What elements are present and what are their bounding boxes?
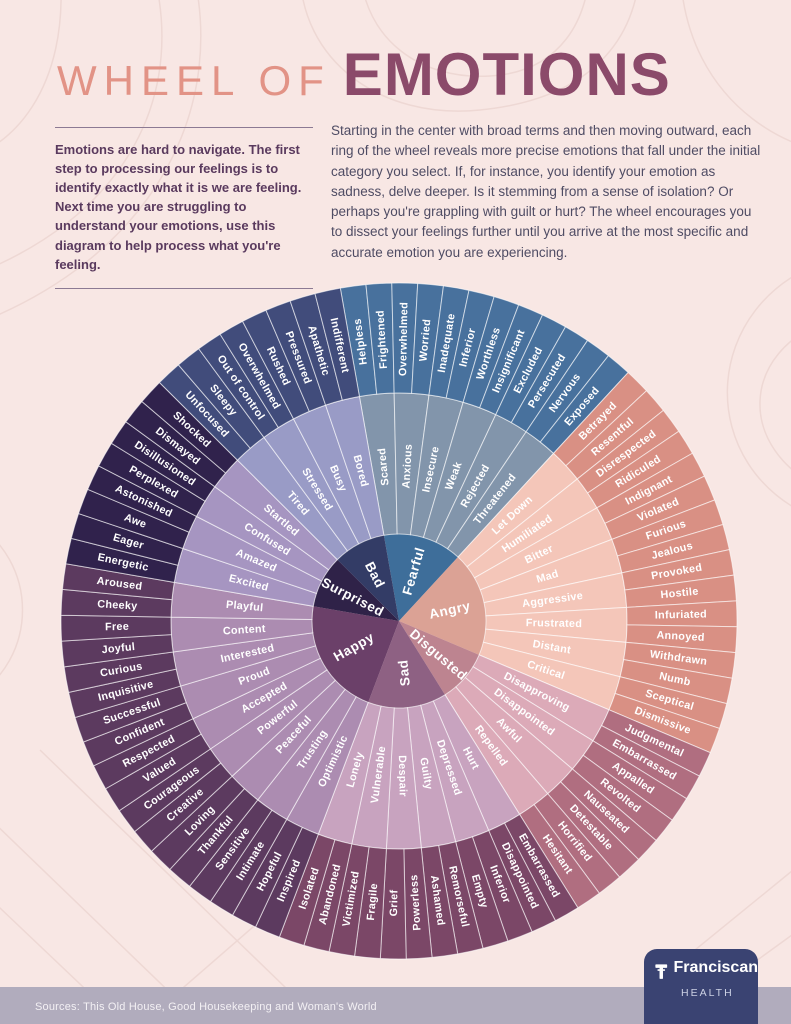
outer-label: Cheeky [97, 598, 138, 612]
core-wedge-surprised [313, 559, 399, 621]
outer-label: Powerless [408, 874, 423, 931]
middle-label: Playful [225, 599, 263, 614]
logo-name: Franciscan [673, 959, 758, 976]
outer-label: Annoyed [656, 629, 705, 644]
outer-label: Infuriated [655, 608, 707, 621]
middle-label: Content [223, 623, 267, 638]
outer-label: Free [105, 621, 129, 634]
core-wedge-bad [337, 535, 399, 621]
intro-right-text: Starting in the center with broad terms … [331, 123, 761, 260]
middle-label: Guilty [417, 757, 434, 791]
outer-label: Overwhelmed [397, 302, 410, 376]
middle-label: Anxious [400, 444, 414, 489]
outer-segment [314, 287, 360, 401]
title-emotions: EMOTIONS [342, 41, 671, 108]
core-wedge-angry [399, 557, 487, 655]
page-title: WHEEL OF EMOTIONS [57, 40, 671, 109]
outer-label: Frightened [374, 310, 389, 369]
sources-text: Sources: This Old House, Good Housekeepi… [35, 1001, 377, 1013]
middle-label: Despair [396, 755, 409, 797]
outer-label: Fragile [365, 883, 380, 921]
middle-label: Scared [376, 447, 392, 486]
core-wedge-sad [368, 621, 446, 709]
outer-label: Worried [417, 318, 433, 362]
core-wedge-disgusted [399, 621, 480, 695]
core-label-sad: Sad [395, 659, 413, 687]
outer-label: Grief [388, 889, 400, 916]
middle-label: Frustrated [526, 617, 583, 630]
logo-sub: HEALTH [681, 987, 734, 999]
franciscan-health-logo: Franciscan HEALTH [644, 949, 758, 1024]
intro-left-text: Emotions are hard to navigate. The first… [55, 127, 313, 289]
franciscan-cross-icon [655, 964, 668, 979]
outer-label: Joyful [101, 641, 136, 656]
title-wheel-of: WHEEL OF [57, 57, 331, 104]
core-wedge-fearful [383, 533, 458, 621]
outer-label: Hostile [660, 586, 699, 602]
